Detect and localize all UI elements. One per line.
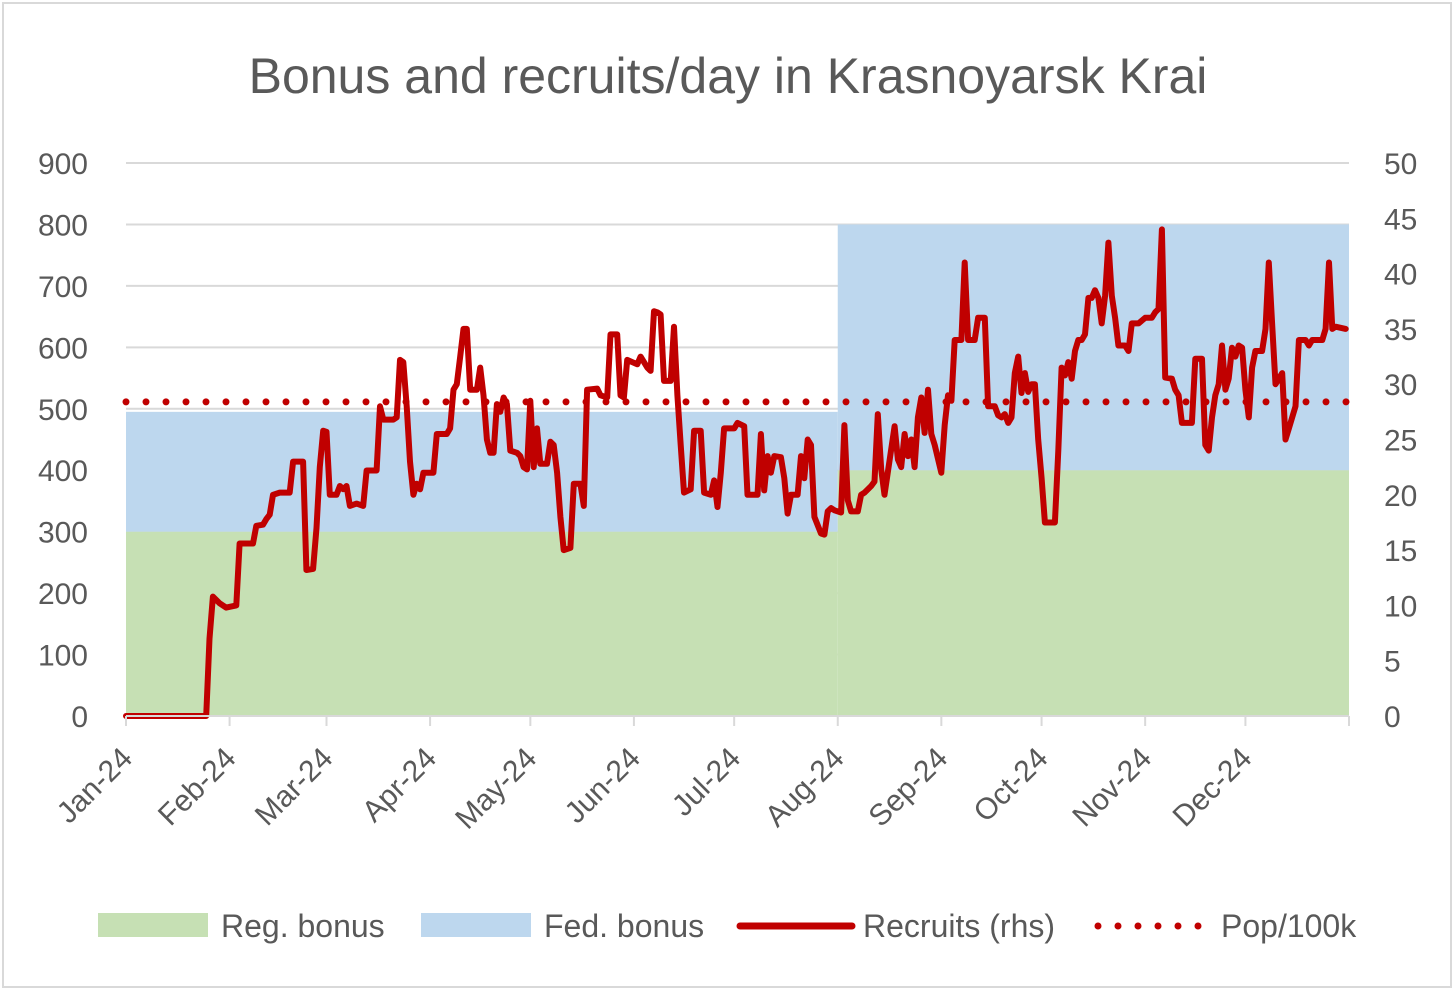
y-left-tick-label: 0 — [71, 701, 88, 734]
x-tick-label: Feb-24 — [152, 742, 243, 833]
x-tick-label: Jul-24 — [666, 742, 747, 823]
y-right-tick-label: 35 — [1384, 314, 1417, 347]
y-left-tick-label: 300 — [38, 517, 88, 550]
x-tick-label: Mar-24 — [249, 742, 340, 833]
y-left-tick-label: 700 — [38, 271, 88, 304]
y-right-tick-label: 50 — [1384, 148, 1417, 181]
y-left-tick-label: 800 — [38, 209, 88, 242]
x-tick-label: Dec-24 — [1167, 742, 1259, 834]
legend-label-reg-bonus: Reg. bonus — [221, 908, 385, 944]
legend: Reg. bonus Fed. bonus Recruits (rhs) Pop… — [98, 908, 1357, 944]
y-right-tick-label: 30 — [1384, 369, 1417, 402]
y-left-tick-label: 100 — [38, 640, 88, 673]
x-tick-label: Jun-24 — [559, 742, 647, 830]
y-right-tick-label: 10 — [1384, 590, 1417, 623]
legend-label-recruits: Recruits (rhs) — [863, 908, 1055, 944]
x-tick-label: Apr-24 — [356, 742, 443, 829]
x-tick-label: Sep-24 — [863, 742, 955, 834]
y-left-tick-label: 500 — [38, 394, 88, 427]
y-left-tick-label: 600 — [38, 332, 88, 365]
y-right-tick-label: 20 — [1384, 480, 1417, 513]
y-left-tick-label: 900 — [38, 148, 88, 181]
y-right-tick-label: 0 — [1384, 701, 1401, 734]
x-tick-label: Nov-24 — [1066, 742, 1158, 834]
recruits-line — [123, 226, 1349, 719]
reg-bonus-area — [126, 531, 838, 716]
legend-label-pop: Pop/100k — [1221, 908, 1357, 944]
x-tick-label: Aug-24 — [759, 742, 851, 834]
y-left-tick-label: 400 — [38, 455, 88, 488]
y-right-tick-label: 40 — [1384, 259, 1417, 292]
lines — [122, 226, 1353, 719]
x-tick-label: Oct-24 — [968, 742, 1055, 829]
legend-swatch-reg-bonus — [98, 913, 208, 937]
chart-title: Bonus and recruits/day in Krasnoyarsk Kr… — [249, 48, 1208, 104]
y-right-tick-label: 25 — [1384, 425, 1417, 458]
y-right-tick-label: 45 — [1384, 203, 1417, 236]
legend-label-fed-bonus: Fed. bonus — [544, 908, 704, 944]
y-right-tick-label: 5 — [1384, 646, 1401, 679]
y-right-tick-label: 15 — [1384, 535, 1417, 568]
x-tick-label: Jan-24 — [51, 742, 139, 830]
legend-swatch-fed-bonus — [421, 913, 531, 937]
y-left-tick-label: 200 — [38, 578, 88, 611]
x-tick-label: May-24 — [449, 742, 543, 836]
reg-bonus-area — [837, 470, 1349, 716]
